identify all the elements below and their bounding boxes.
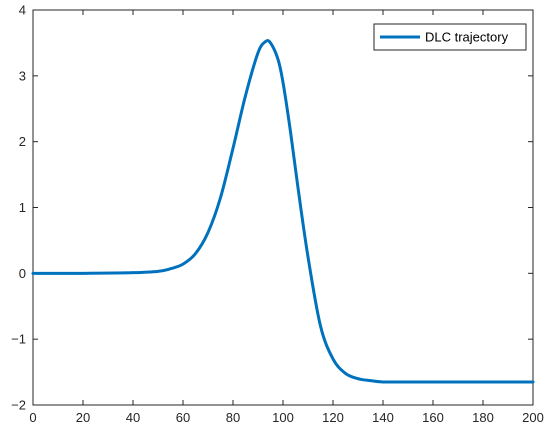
y-tick-label: −1 — [11, 332, 26, 347]
y-tick-label: 3 — [19, 68, 26, 83]
x-tick-label: 60 — [176, 410, 190, 425]
plot-area — [32, 9, 534, 406]
series-line-0 — [31, 39, 535, 384]
x-tick-label: 140 — [372, 410, 394, 425]
x-tick-label: 40 — [126, 410, 140, 425]
x-tick-label: 100 — [272, 410, 294, 425]
plot-frame — [32, 9, 534, 406]
x-tick-label: 80 — [226, 410, 240, 425]
series-layer — [31, 39, 535, 384]
x-tick-label: 180 — [472, 410, 494, 425]
y-tick-label: 0 — [19, 266, 26, 281]
y-tick-label: 1 — [19, 200, 26, 215]
x-tick-label: 160 — [422, 410, 444, 425]
x-tick-label: 20 — [76, 410, 90, 425]
x-tick-label: 120 — [322, 410, 344, 425]
legend-label: DLC trajectory — [425, 30, 509, 45]
axis-ticks: 0 20 40 60 80 100 120 140 160 180 200 −2 −1 0 1 2 3 4 — [11, 3, 544, 426]
y-tick-label: −2 — [11, 398, 26, 413]
x-tick-label: 200 — [522, 410, 544, 425]
y-tick-label: 4 — [19, 3, 26, 18]
x-tick-label: 0 — [29, 410, 36, 425]
y-tick-label: 2 — [19, 134, 26, 149]
legend: DLC trajectory — [373, 23, 527, 51]
